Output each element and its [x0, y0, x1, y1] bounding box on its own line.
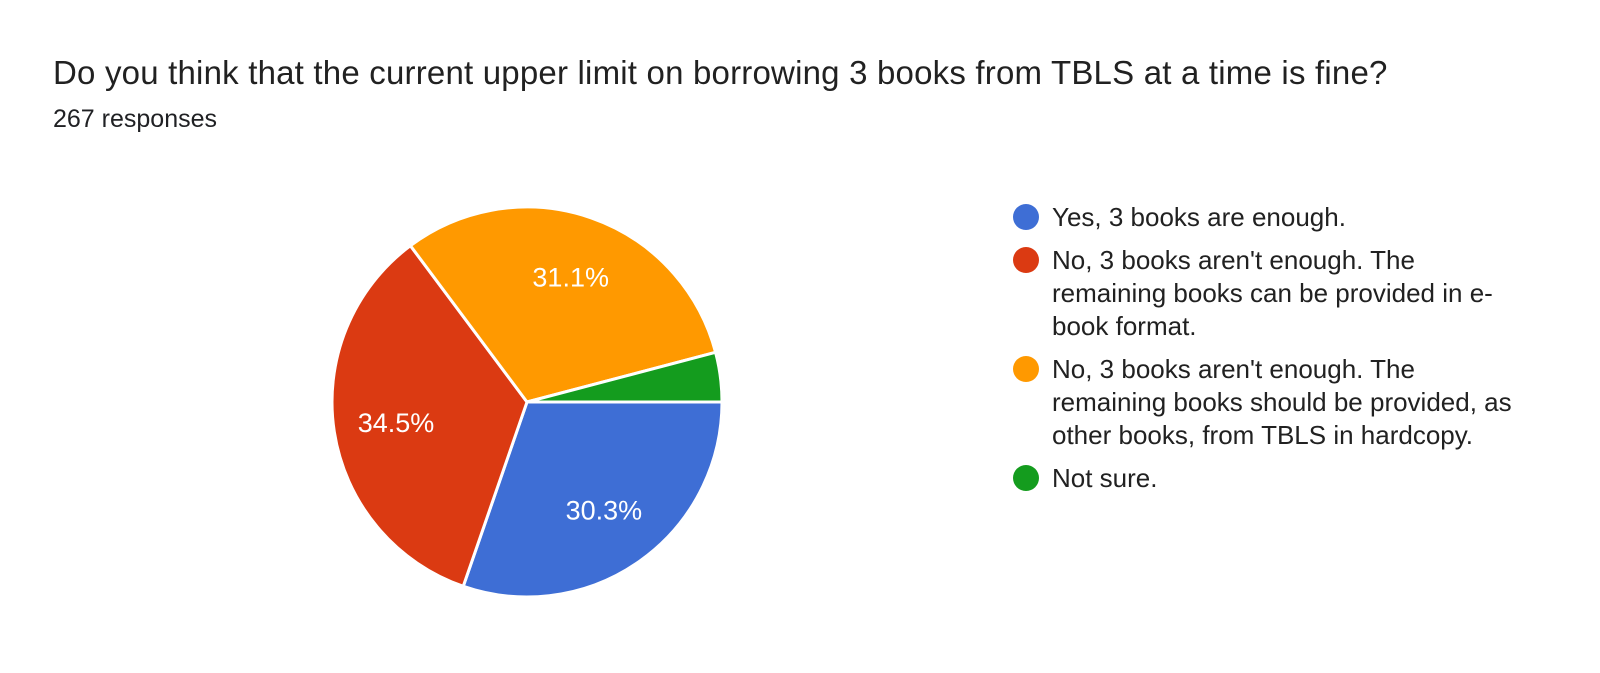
pie-chart-svg: 30.3% 34.5% 31.1% [330, 205, 724, 599]
legend-color-dot-green [1013, 465, 1039, 491]
pie-slice-1[interactable] [461, 400, 724, 599]
legend-label: Yes, 3 books are enough. [1052, 202, 1346, 232]
pie-slice-percent-label-2: 34.5% [358, 408, 435, 438]
legend-label: Not sure. [1052, 463, 1158, 493]
pie-chart: 30.3% 34.5% 31.1% [330, 205, 724, 599]
legend-item-not-sure: Not sure. [1013, 462, 1533, 495]
legend-label: No, 3 books aren't enough. The remaining… [1052, 245, 1493, 341]
chart-legend: Yes, 3 books are enough. No, 3 books are… [1013, 201, 1533, 495]
pie-slice-percent-label-1: 30.3% [566, 495, 643, 525]
pie-slice-4[interactable] [525, 350, 724, 404]
legend-item-not-enough-ebook: No, 3 books aren't enough. The remaining… [1013, 244, 1533, 343]
legend-color-dot-orange [1013, 356, 1039, 382]
question-title: Do you think that the current upper limi… [53, 54, 1388, 91]
pie-slice-3[interactable] [408, 205, 718, 404]
legend-color-dot-blue [1013, 204, 1039, 230]
legend-item-not-enough-hardcopy: No, 3 books aren't enough. The remaining… [1013, 353, 1533, 452]
legend-color-dot-red [1013, 247, 1039, 273]
legend-item-yes-3-books-enough: Yes, 3 books are enough. [1013, 201, 1533, 234]
legend-label: No, 3 books aren't enough. The remaining… [1052, 354, 1512, 450]
pie-slice-percent-label-3: 31.1% [532, 262, 609, 292]
pie-slice-2[interactable] [330, 244, 529, 588]
responses-count: 267 responses [53, 105, 218, 133]
